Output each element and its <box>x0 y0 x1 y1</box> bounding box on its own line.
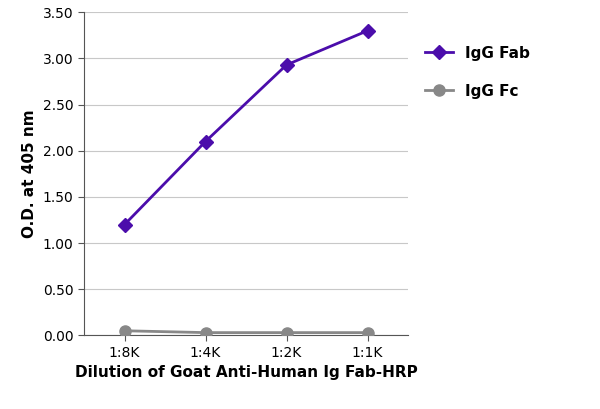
Line: IgG Fab: IgG Fab <box>119 26 373 229</box>
X-axis label: Dilution of Goat Anti-Human Ig Fab-HRP: Dilution of Goat Anti-Human Ig Fab-HRP <box>74 365 418 380</box>
Legend: IgG Fab, IgG Fc: IgG Fab, IgG Fc <box>425 46 530 99</box>
IgG Fc <box>283 330 290 335</box>
IgG Fc <box>202 330 209 335</box>
IgG Fab <box>364 28 371 33</box>
IgG Fab <box>202 139 209 144</box>
IgG Fc <box>364 330 371 335</box>
Y-axis label: O.D. at 405 nm: O.D. at 405 nm <box>22 110 37 238</box>
Line: IgG Fc: IgG Fc <box>119 325 373 338</box>
IgG Fab <box>121 222 128 227</box>
IgG Fc <box>121 328 128 333</box>
IgG Fab <box>283 63 290 67</box>
